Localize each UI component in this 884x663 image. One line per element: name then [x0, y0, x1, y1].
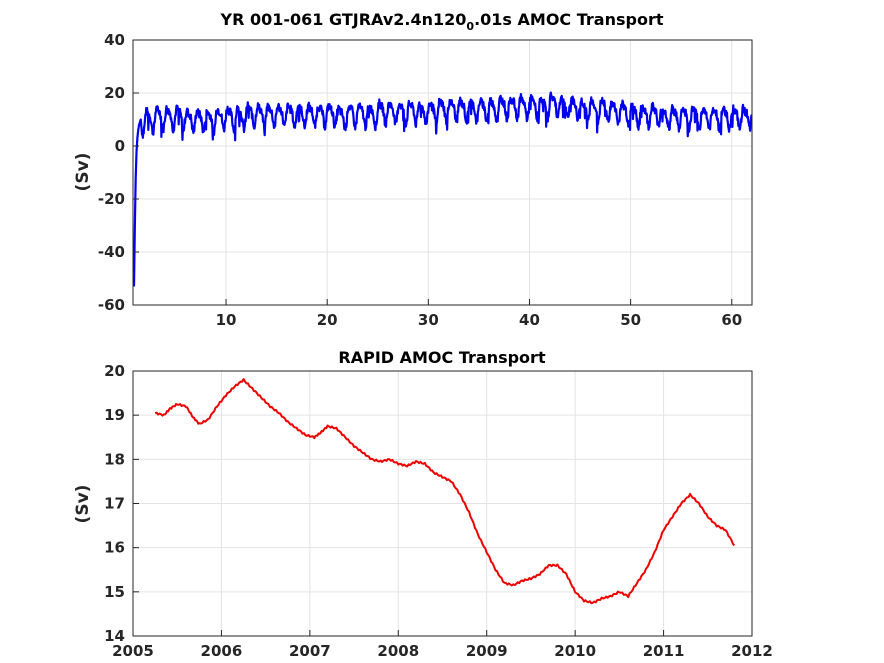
- y-tick-label: 17: [104, 495, 125, 513]
- y-tick-label: 14: [104, 627, 125, 645]
- x-tick-label: 20: [317, 311, 338, 329]
- model-amoc-line: [132, 91, 753, 287]
- x-tick-label: 10: [216, 311, 237, 329]
- plot-area: [133, 40, 752, 305]
- chart-title: RAPID AMOC Transport: [338, 348, 546, 367]
- chart-title: YR 001-061 GTJRAv2.4n1200.01s AMOC Trans…: [220, 10, 664, 33]
- y-tick-label: 15: [104, 583, 125, 601]
- x-tick-label: 2007: [289, 642, 331, 660]
- x-tick-label: 2005: [112, 642, 154, 660]
- y-tick-label: 18: [104, 450, 125, 468]
- y-tick-label: 16: [104, 539, 125, 557]
- series-line: [132, 91, 753, 287]
- y-tick-label: -40: [98, 243, 125, 261]
- series-line: [154, 378, 736, 605]
- y-tick-label: 40: [104, 31, 125, 49]
- x-tick-label: 30: [418, 311, 439, 329]
- x-tick-label: 2006: [201, 642, 243, 660]
- x-tick-label: 2009: [466, 642, 508, 660]
- x-tick-label: 40: [519, 311, 540, 329]
- x-tick-label: 60: [721, 311, 742, 329]
- x-tick-label: 2011: [643, 642, 685, 660]
- axes-box: [132, 39, 753, 306]
- ticks: 2005 2006 2007 2008 2009 2010 2011 2012 14 15 16 17…: [104, 362, 773, 660]
- rapid-amoc-panel: 2005 2006 2007 2008 2009 2010 2011 2012 14 15 16 17…: [73, 348, 773, 660]
- x-tick-label: 2008: [377, 642, 419, 660]
- y-tick-label: 20: [104, 362, 125, 380]
- y-tick-label: -20: [98, 190, 125, 208]
- ticks: 10 20 30 40 50 60 -60 -40 -20 0 20 40: [98, 31, 742, 329]
- y-tick-label: 19: [104, 406, 125, 424]
- y-axis-label: (Sv): [73, 485, 93, 524]
- x-tick-label: 2010: [554, 642, 596, 660]
- rapid-amoc-line: [154, 378, 736, 605]
- y-tick-label: 20: [104, 84, 125, 102]
- model-amoc-panel: 10 20 30 40 50 60 -60 -40 -20 0 20 40 YR 001-061 GT…: [73, 10, 753, 329]
- y-tick-label: 0: [115, 137, 125, 155]
- x-tick-label: 50: [620, 311, 641, 329]
- y-tick-label: -60: [98, 296, 125, 314]
- x-tick-label: 2012: [731, 642, 773, 660]
- y-axis-label: (Sv): [73, 153, 93, 192]
